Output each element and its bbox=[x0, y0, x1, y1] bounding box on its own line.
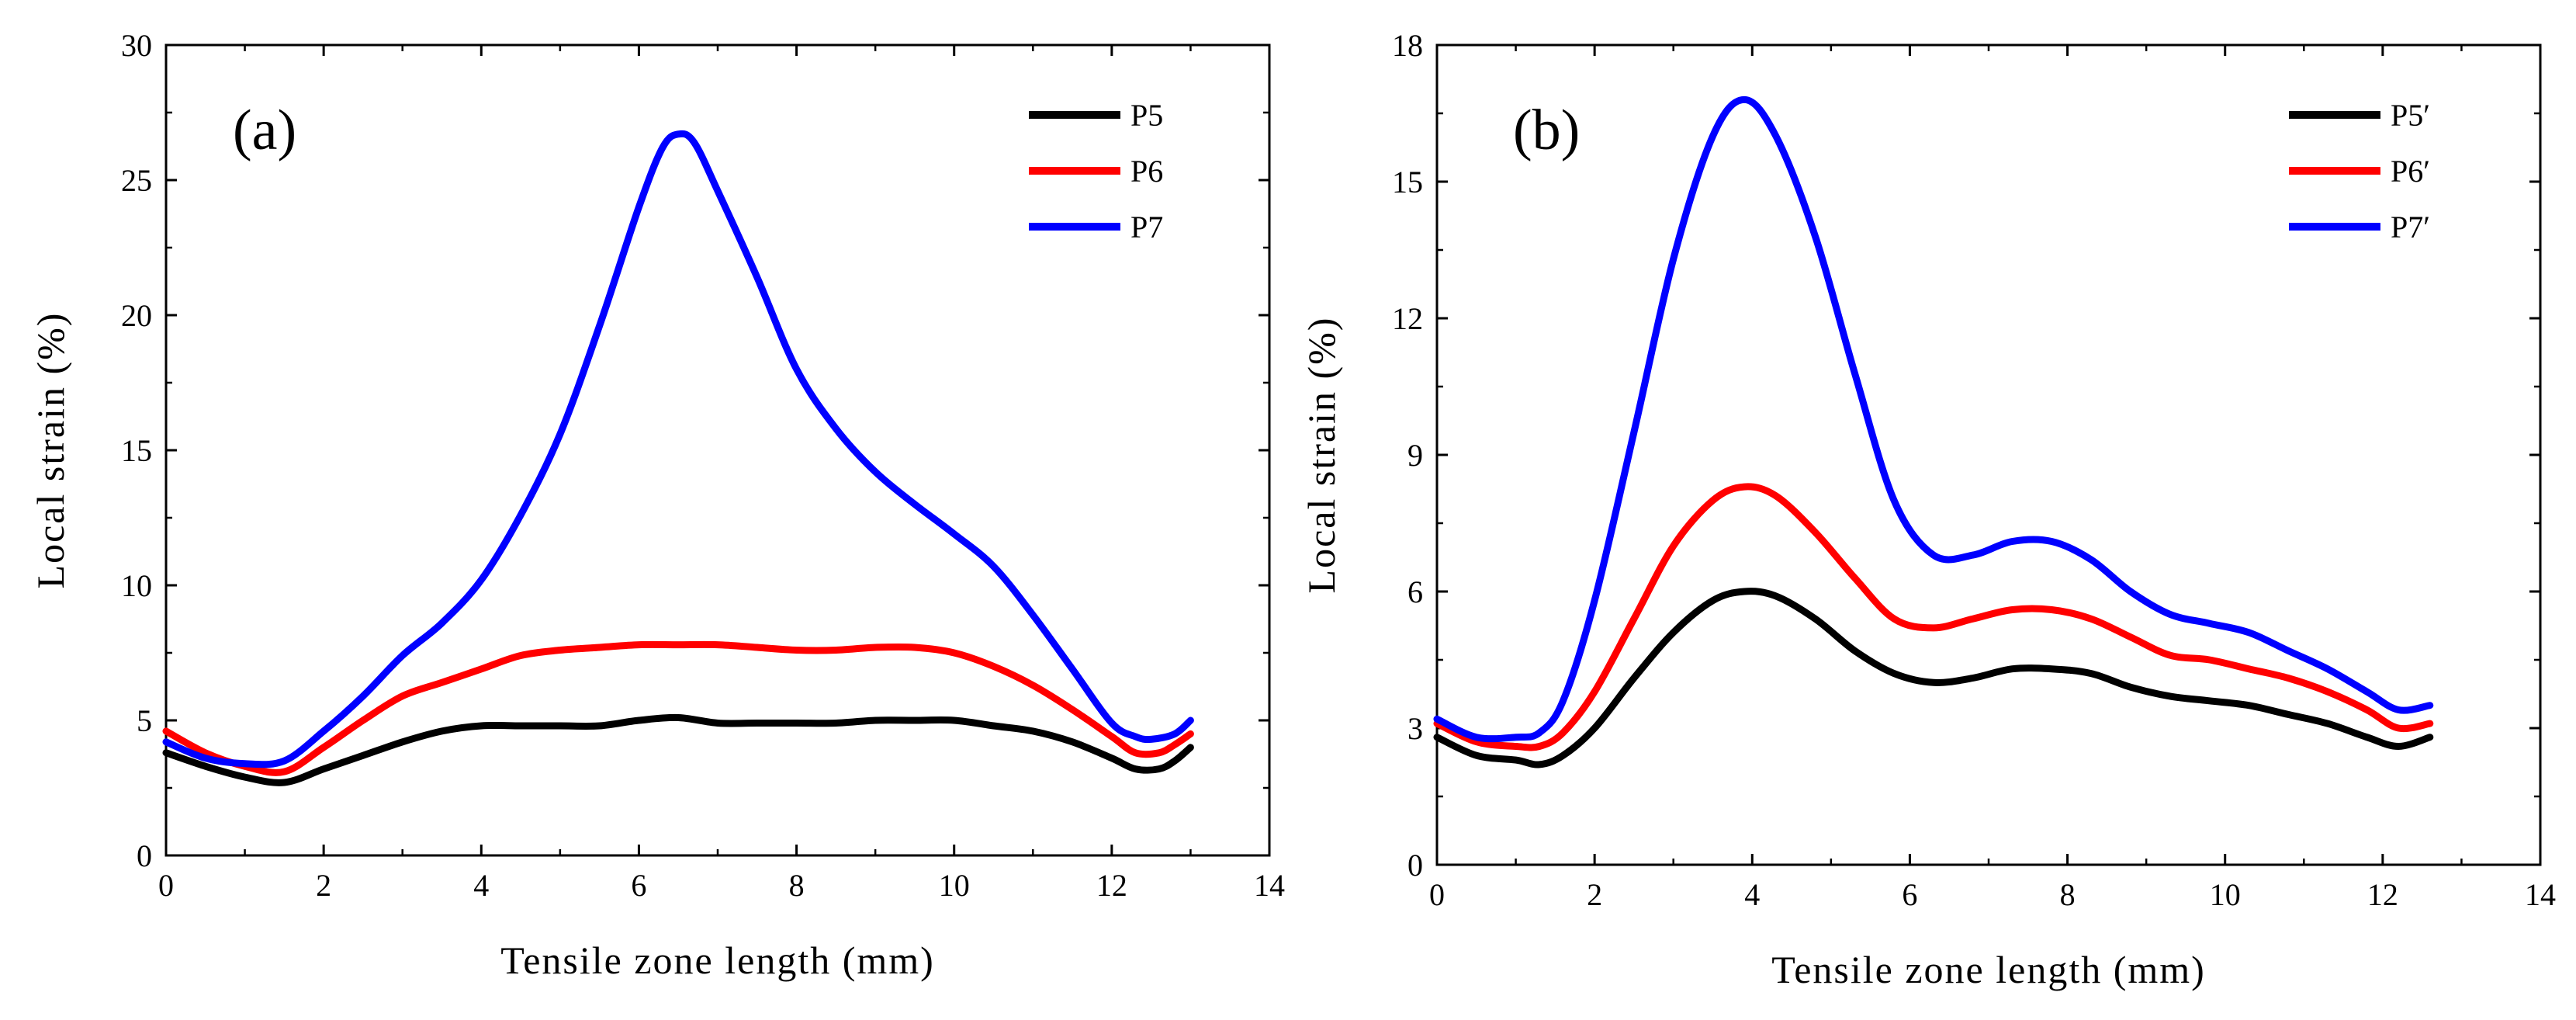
x-tick-label: 14 bbox=[1254, 868, 1285, 903]
y-tick-label: 6 bbox=[1407, 574, 1423, 609]
panel-a: 0 2 4 6 8 10 12 14 0 5 10 15 20 25 30 Tensile zone leng… bbox=[29, 28, 1285, 982]
x-axis-title: Tensile zone length (mm) bbox=[500, 938, 935, 982]
y-tick-label: 15 bbox=[121, 433, 152, 468]
x-tick-label: 0 bbox=[1429, 877, 1445, 912]
x-tick-label: 6 bbox=[631, 868, 646, 903]
y-tick-label: 18 bbox=[1392, 28, 1423, 63]
x-tick-label: 4 bbox=[473, 868, 489, 903]
series-line-1 bbox=[1433, 588, 2434, 768]
panel-b: 0 2 4 6 8 10 12 14 0 3 6 9 12 15 18 Tensile zone length… bbox=[1300, 28, 2556, 991]
y-tick-label: 30 bbox=[121, 28, 152, 63]
y-tick-label: 25 bbox=[121, 163, 152, 198]
y-tick-label: 10 bbox=[121, 568, 152, 603]
legend-label: P6 bbox=[1130, 154, 1163, 189]
series-line-2 bbox=[162, 640, 1194, 776]
x-tick-label: 8 bbox=[2060, 877, 2076, 912]
x-tick-label: 2 bbox=[1587, 877, 1602, 912]
y-tick-label: 20 bbox=[121, 298, 152, 333]
legend-label: P6′ bbox=[2391, 154, 2430, 189]
x-tick-label: 10 bbox=[939, 868, 970, 903]
x-tick-label: 2 bbox=[316, 868, 331, 903]
x-tick-label: 6 bbox=[1902, 877, 1917, 912]
x-tick-label: 12 bbox=[2367, 877, 2398, 912]
y-tick-label: 15 bbox=[1392, 165, 1423, 199]
y-tick-label: 12 bbox=[1392, 301, 1423, 336]
series-line-3 bbox=[162, 130, 1194, 768]
x-tick-label: 8 bbox=[789, 868, 805, 903]
y-tick-label: 0 bbox=[137, 838, 152, 873]
x-axis-title: Tensile zone length (mm) bbox=[1771, 948, 2206, 991]
panel-label: (a) bbox=[233, 99, 296, 162]
x-tick-label: 14 bbox=[2525, 877, 2556, 912]
panel-label: (b) bbox=[1513, 99, 1580, 162]
x-tick-label: 4 bbox=[1744, 877, 1760, 912]
y-tick-label: 3 bbox=[1407, 711, 1423, 746]
y-tick-label: 9 bbox=[1407, 438, 1423, 473]
x-tick-label: 12 bbox=[1096, 868, 1127, 903]
legend-label: P5 bbox=[1130, 98, 1163, 133]
series-line-1 bbox=[162, 713, 1194, 786]
legend-label: P7′ bbox=[2391, 210, 2430, 245]
legend-label: P5′ bbox=[2391, 98, 2430, 133]
series-line-2 bbox=[1433, 483, 2434, 751]
y-tick-label: 0 bbox=[1407, 848, 1423, 883]
series-line-3 bbox=[1433, 95, 2434, 743]
y-axis-title: Local strain (%) bbox=[1300, 317, 1343, 594]
legend-label: P7 bbox=[1130, 210, 1163, 245]
y-tick-label: 5 bbox=[137, 703, 152, 738]
x-tick-label: 0 bbox=[158, 868, 174, 903]
y-axis-title: Local strain (%) bbox=[29, 312, 72, 589]
x-tick-label: 10 bbox=[2210, 877, 2241, 912]
